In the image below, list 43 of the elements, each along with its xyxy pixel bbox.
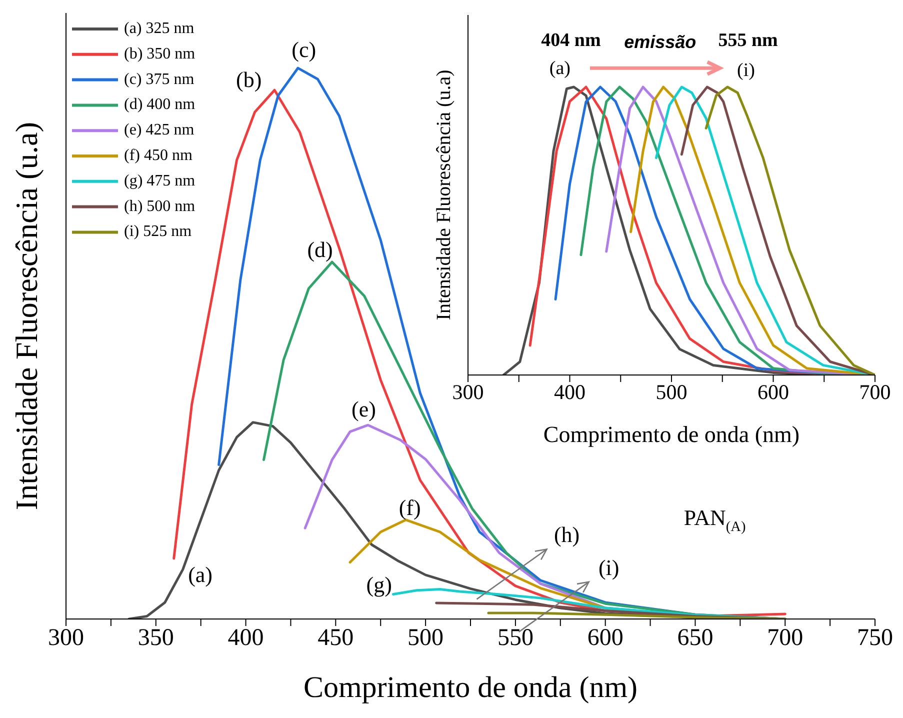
text: (c) bbox=[292, 36, 316, 62]
annotation: (i) bbox=[737, 60, 755, 82]
x-axis-title: Comprimento de onda (nm) bbox=[543, 422, 800, 448]
legend-label: (b) 350 nm bbox=[124, 45, 196, 62]
x-tick-label: 550 bbox=[497, 625, 534, 652]
text: emissão bbox=[624, 32, 696, 52]
legend-label: (i) 525 nm bbox=[124, 222, 192, 240]
annotation: (a) bbox=[549, 58, 571, 80]
legend-label: (h) 500 nm bbox=[124, 197, 196, 214]
legend-label: (f) 450 nm bbox=[124, 146, 193, 164]
annotation: (a) bbox=[188, 562, 213, 588]
legend-label: (e) 425 nm bbox=[124, 121, 195, 138]
legend-label: (g) 475 nm bbox=[124, 172, 196, 190]
annotation: (b) bbox=[236, 67, 262, 92]
annotation: (f) bbox=[398, 494, 421, 520]
legend-label: (a) 325 nm bbox=[124, 20, 195, 37]
annotation: (d) bbox=[307, 236, 333, 262]
x-tick-label: 700 bbox=[767, 625, 804, 652]
x-tick-label: 600 bbox=[587, 625, 624, 652]
x-tick-label: 400 bbox=[554, 380, 586, 404]
x-tick-label: 450 bbox=[318, 625, 354, 652]
annotation: (i) bbox=[598, 554, 620, 580]
text: 404 nm bbox=[541, 30, 601, 52]
x-tick-label: 500 bbox=[656, 380, 688, 404]
text: 555 nm bbox=[718, 30, 778, 52]
x-tick-label: 350 bbox=[138, 625, 174, 652]
annotation: (g) bbox=[366, 572, 392, 597]
x-tick-label: 750 bbox=[857, 625, 893, 652]
x-tick-label: 300 bbox=[452, 380, 484, 404]
legend-label: (d) 400 nm bbox=[124, 96, 196, 113]
x-tick-label: 300 bbox=[48, 625, 84, 652]
x-tick-label: 600 bbox=[758, 380, 789, 404]
x-tick-label: 650 bbox=[677, 625, 714, 652]
y-axis-title: Intensidade Fluorescência (u.a) bbox=[432, 70, 455, 320]
x-tick-label: 500 bbox=[408, 625, 444, 652]
annotation: PAN$_{(A)}$ bbox=[684, 505, 746, 536]
annotation: (e) bbox=[352, 396, 376, 422]
x-axis-title: Comprimento de onda (nm) bbox=[303, 670, 638, 704]
x-tick-label: 700 bbox=[859, 380, 891, 404]
annotation: (h) bbox=[554, 522, 580, 548]
y-axis-title: Intensidade Fluorescência (u.a) bbox=[9, 122, 44, 510]
x-tick-label: 400 bbox=[228, 625, 264, 652]
legend-label: (c) 375 nm bbox=[124, 70, 195, 88]
